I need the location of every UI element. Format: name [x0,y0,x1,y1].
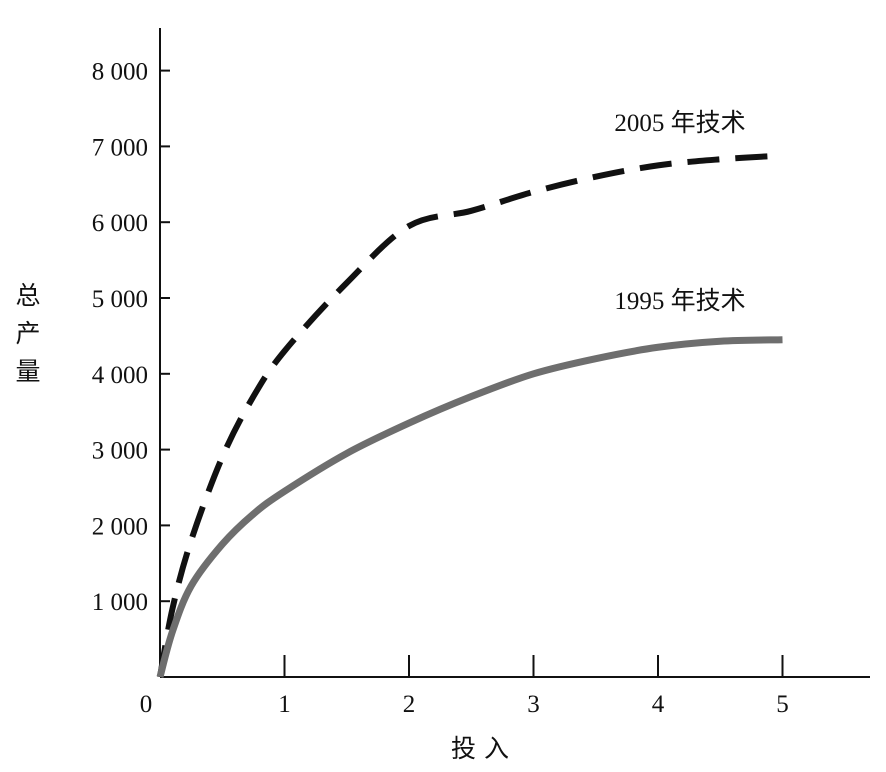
y-axis-title-char: 总 [15,281,40,310]
y-axis-title-char: 产 [15,319,40,348]
series-line-1995 [156,336,783,678]
series-label-2005: 2005 年技术 [614,109,745,137]
x-ticks: 1 2 3 4 5 [278,655,789,718]
y-tick-label: 4 000 [92,362,148,389]
y-tick-label: 2 000 [92,513,148,540]
y-tick-label: 6 000 [92,210,148,237]
x-axis-title: 投 入 [451,734,509,763]
y-tick-label: 3 000 [92,438,148,465]
y-axis-title-char: 量 [15,357,40,386]
x-tick-label: 1 [278,691,291,718]
y-tick-label: 1 000 [92,589,148,616]
origin-label: 0 [140,691,153,718]
series-layer [156,152,783,678]
y-axis-title: 总产量 [15,281,40,386]
y-ticks: 1 000 2 000 3 000 4 000 5 000 6 000 7 000 8 000 [92,59,170,616]
x-tick-label: 5 [776,691,789,718]
axes [159,28,870,678]
series-line-2005 [157,152,783,678]
x-tick-label: 3 [527,691,540,718]
y-tick-label: 8 000 [92,59,148,86]
x-tick-label: 2 [403,691,416,718]
series-labels: 2005 年技术 1995 年技术 [614,109,745,315]
series-label-1995: 1995 年技术 [614,287,745,315]
y-tick-label: 7 000 [92,134,148,161]
y-tick-label: 5 000 [92,286,148,313]
x-tick-label: 4 [652,691,665,718]
